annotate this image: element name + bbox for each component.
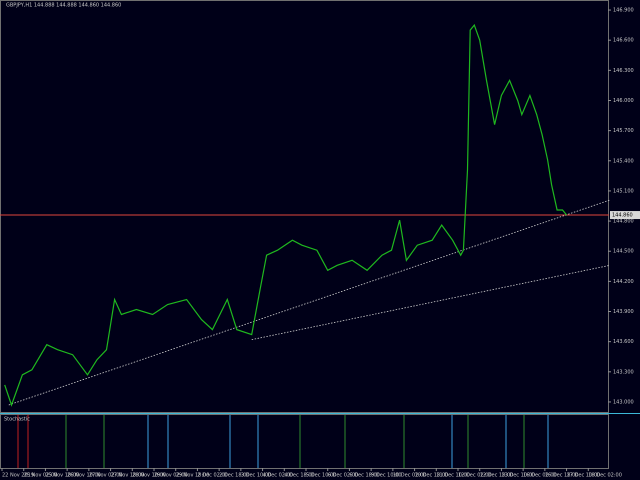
x-tick-label: 28 Nov 10:00 (132, 473, 166, 479)
x-tick-label: 4 Dec 02:00 (263, 473, 293, 479)
x-tick-label: 12 Dec 18:00 (480, 473, 514, 479)
x-tick-label: 16 Dec 02:00 (523, 473, 557, 479)
x-tick-label: 10 Dec 02:00 (393, 473, 427, 479)
x-tick-label: 2 Dec 18:00 (219, 473, 249, 479)
y-tick-label: 143.000 (613, 399, 634, 405)
current-price-label: 144.860 (612, 213, 633, 219)
x-tick-label: 5 Dec 10:00 (306, 473, 336, 479)
indicator-frame (0, 414, 609, 469)
y-tick-label: 143.600 (613, 339, 634, 345)
trendline (251, 264, 611, 341)
y-tick-label: 143.300 (613, 369, 634, 375)
y-tick-label: 143.900 (613, 309, 634, 315)
x-tick-label: 10 Dec 18:00 (415, 473, 449, 479)
price-line (4, 23, 568, 407)
y-tick-label: 144.800 (613, 219, 634, 225)
x-tick-label: 26 Nov 10:00 (67, 473, 101, 479)
x-tick-label: 6 Dec 02:00 (328, 473, 358, 479)
x-tick-label: 13 Dec 10:00 (501, 473, 535, 479)
x-tick-label: 18 Dec 02:00 (588, 473, 622, 479)
x-tick-label: 12 Dec 02:00 (458, 473, 492, 479)
chart-title: GBPJPY,H1 144.888 144.888 144.860 144.86… (6, 3, 121, 9)
x-tick-label: 27 Nov 18:00 (111, 473, 145, 479)
indicator-bars (17, 415, 549, 468)
trendline (8, 199, 611, 406)
x-tick-label: 22 Nov 2019 (2, 473, 34, 479)
x-tick-label: 17 Dec 10:00 (567, 473, 601, 479)
y-tick-label: 146.900 (613, 8, 634, 14)
main-frame (0, 0, 609, 413)
x-tick-label: 27 Nov 02:00 (89, 473, 123, 479)
y-tick-label: 145.700 (613, 128, 634, 134)
x-tick-label: 29 Nov 18:00 (176, 473, 210, 479)
y-tick-label: 144.200 (613, 279, 634, 285)
x-tick-label: 4 Dec 18:00 (284, 473, 314, 479)
x-tick-label: 9 Dec 10:00 (371, 473, 401, 479)
x-tick-label: 2 Dec 02:00 (197, 473, 227, 479)
x-tick-label: 25 Nov 02:00 (24, 473, 58, 479)
y-tick-label: 146.000 (613, 98, 634, 104)
y-tick-label: 145.400 (613, 158, 634, 164)
x-tick-label: 6 Dec 18:00 (349, 473, 379, 479)
x-tick-label: 16 Dec 18:00 (545, 473, 579, 479)
current-price-box (610, 211, 640, 220)
x-tick-label: 25 Nov 18:00 (45, 473, 79, 479)
x-tick-label: 3 Dec 10:00 (241, 473, 271, 479)
y-tick-label: 146.600 (613, 38, 634, 44)
y-tick-label: 146.300 (613, 68, 634, 74)
x-tick-label: 11 Dec 10:00 (436, 473, 470, 479)
y-tick-label: 145.100 (613, 188, 634, 194)
x-tick-label: 29 Nov 02:00 (154, 473, 188, 479)
indicator-name: Stochastic (4, 417, 30, 423)
y-tick-label: 144.500 (613, 249, 634, 255)
